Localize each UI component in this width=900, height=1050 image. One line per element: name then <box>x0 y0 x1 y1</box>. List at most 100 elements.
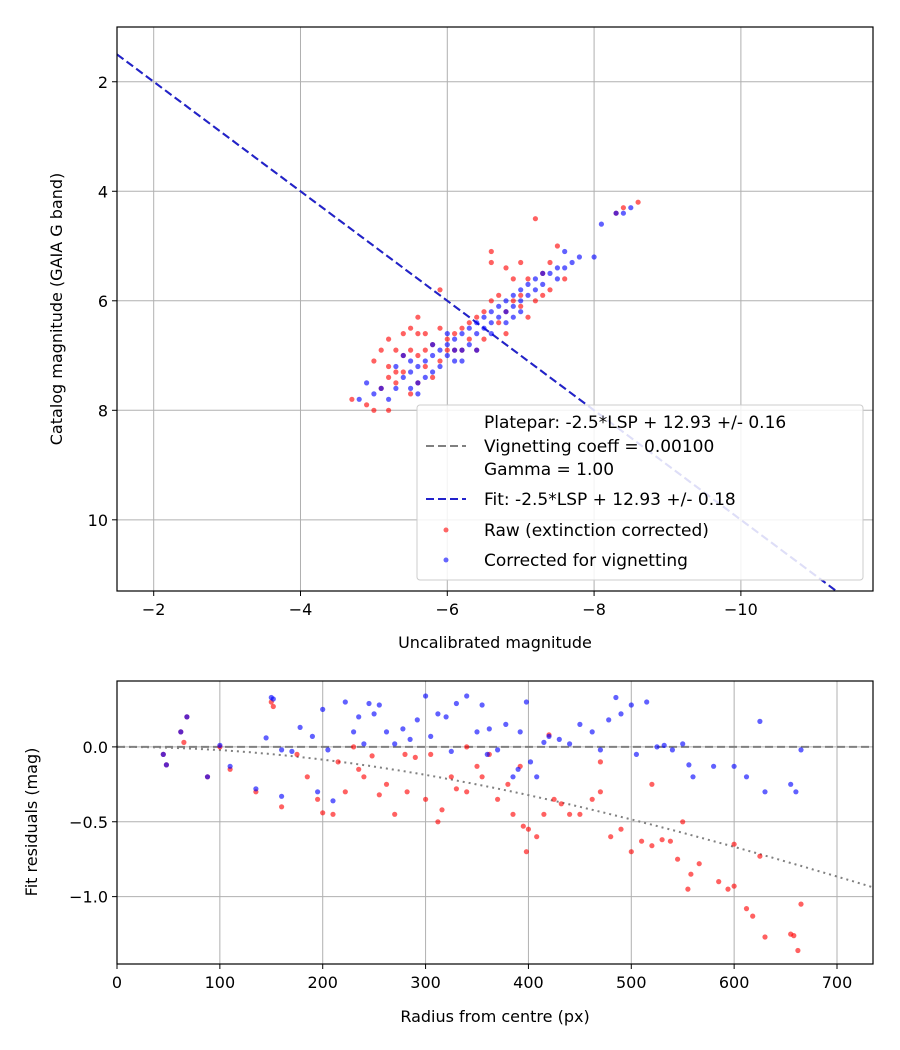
bottom-raw-point <box>534 834 540 840</box>
top-corrected-point <box>496 303 502 309</box>
top-raw-point <box>518 303 524 309</box>
top-corrected-point <box>452 336 458 342</box>
top-raw-point <box>488 248 494 255</box>
bottom-corrected-point <box>474 729 480 735</box>
top-y-tick-label: 8 <box>98 401 108 420</box>
top-corrected-point <box>400 352 406 359</box>
top-raw-point <box>459 325 465 331</box>
bottom-corrected-point <box>669 747 676 753</box>
legend-frame <box>416 404 864 581</box>
top-raw-point <box>547 259 553 266</box>
top-raw-point <box>518 259 524 266</box>
top-y-tick-label: 4 <box>98 182 108 201</box>
bottom-raw-point <box>315 796 321 802</box>
bottom-corrected-point <box>484 751 490 758</box>
top-corrected-point <box>444 352 450 359</box>
top-raw-point <box>481 336 487 342</box>
bottom-raw-point <box>523 849 530 855</box>
top-corrected-point <box>488 309 494 315</box>
top-corrected-point <box>620 210 627 216</box>
bottom-raw-point <box>356 766 362 772</box>
top-raw-point <box>437 358 443 364</box>
top-raw-point <box>496 292 502 298</box>
bottom-corrected-point <box>644 699 650 705</box>
top-raw-point <box>510 276 516 282</box>
bottom-corrected-point <box>184 714 190 720</box>
top-raw-point <box>474 314 480 320</box>
top-corrected-point <box>554 276 561 282</box>
bottom-raw-point <box>412 754 418 761</box>
bottom-corrected-point <box>453 700 459 707</box>
bottom-raw-point <box>505 781 511 787</box>
top-raw-point <box>466 336 472 342</box>
top-corrected-point <box>422 374 428 380</box>
top-raw-point <box>408 325 414 331</box>
bottom-raw-point <box>608 834 614 840</box>
bottom-x-tick-label: 700 <box>822 973 853 992</box>
bottom-corrected-point <box>320 706 326 713</box>
top-raw-point <box>452 331 458 337</box>
top-x-axis-label: Uncalibrated magnitude <box>398 633 592 652</box>
top-corrected-point <box>466 342 472 348</box>
bottom-x-tick-label: 300 <box>410 973 441 992</box>
top-corrected-point <box>415 391 421 397</box>
bottom-raw-point <box>541 811 547 817</box>
top-corrected-point <box>518 309 524 315</box>
legend-raw-label: Raw (extinction corrected) <box>484 521 709 541</box>
bottom-raw-point <box>435 819 441 825</box>
top-raw-point <box>466 320 472 326</box>
bottom-raw-point <box>628 849 634 855</box>
bottom-raw-point <box>725 886 731 892</box>
bottom-raw-point <box>618 826 624 832</box>
bottom-raw-point <box>383 781 390 787</box>
bottom-corrected-point <box>217 742 223 749</box>
bottom-corrected-point <box>297 724 303 731</box>
bottom-corrected-point <box>661 742 667 749</box>
top-raw-point <box>481 309 487 315</box>
top-raw-point <box>371 407 377 413</box>
top-corrected-point <box>474 331 480 337</box>
top-raw-point <box>437 325 443 331</box>
top-raw-point <box>503 265 509 271</box>
bottom-raw-point <box>589 796 595 802</box>
top-corrected-point <box>562 248 568 255</box>
bottom-raw-point <box>558 801 564 807</box>
legend-fit-label: Fit: -2.5*LSP + 12.93 +/- 0.18 <box>484 490 736 510</box>
legend-corrected-marker <box>443 557 449 563</box>
bottom-corrected-point <box>546 733 552 740</box>
bottom-corrected-point <box>253 786 259 792</box>
top-corrected-point <box>393 363 399 370</box>
top-raw-point <box>635 199 641 205</box>
top-x-tick-label: −4 <box>289 600 313 619</box>
bottom-y-tick-label: 0.0 <box>83 738 108 757</box>
top-corrected-point <box>408 358 414 364</box>
bottom-corrected-point <box>618 711 624 717</box>
bottom-vignetting-model-line <box>117 745 873 889</box>
top-raw-point <box>393 347 399 353</box>
bottom-x-ticks: 0 100 200 300 400 500 600 700 <box>112 964 852 992</box>
bottom-raw-point <box>798 901 804 907</box>
top-corrected-point <box>459 358 465 364</box>
bottom-corrected-point <box>690 774 696 780</box>
top-raw-point <box>386 363 392 370</box>
top-corrected-point <box>525 292 531 298</box>
top-raw-point <box>422 363 428 370</box>
bottom-corrected-point <box>423 693 429 699</box>
top-corrected-point <box>518 298 524 304</box>
bottom-raw-point <box>551 796 557 802</box>
bottom-raw-point <box>688 871 694 877</box>
top-corrected-point <box>591 254 597 260</box>
top-corrected-point <box>481 325 487 331</box>
bottom-raw-point <box>649 843 655 849</box>
bottom-raw-point <box>330 811 336 817</box>
top-corrected-point <box>459 347 465 353</box>
bottom-corrected-point <box>567 741 573 747</box>
top-corrected-point <box>444 331 450 337</box>
bottom-y-tick-label: −1.0 <box>69 888 108 907</box>
top-raw-point <box>430 374 436 380</box>
bottom-corrected-point <box>743 774 750 780</box>
bottom-raw-point <box>716 879 722 885</box>
top-x-tick-label: −2 <box>142 600 166 619</box>
bottom-raw-point <box>577 811 583 817</box>
bottom-raw-point <box>294 751 300 758</box>
